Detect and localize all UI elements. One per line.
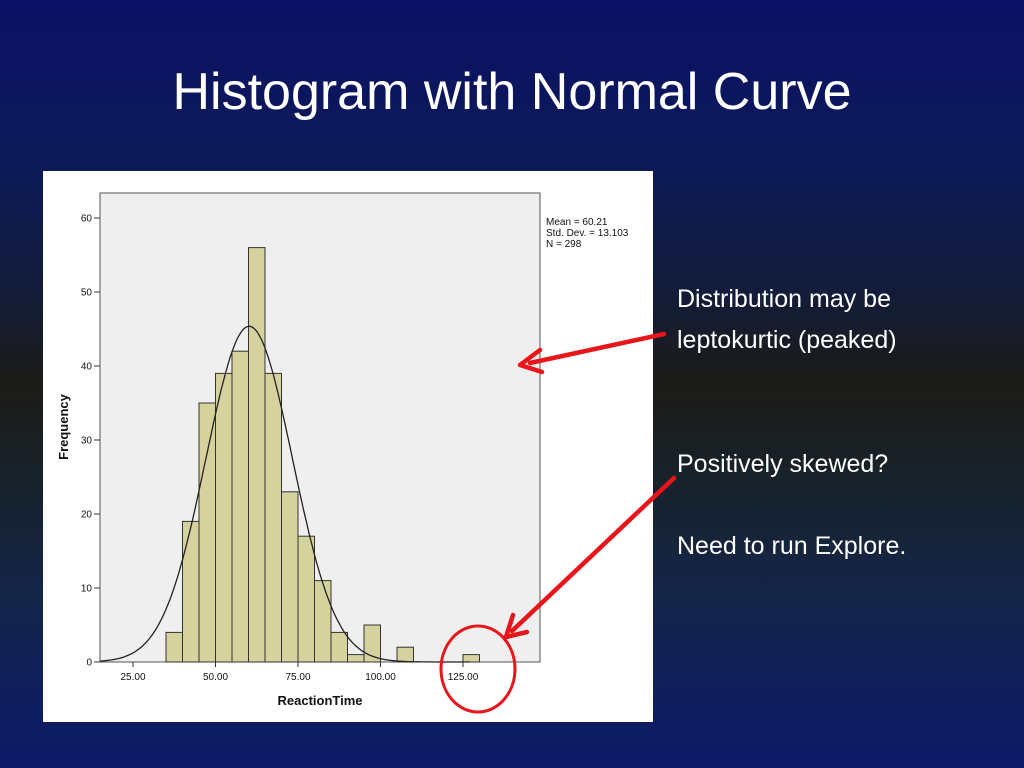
y-tick-label: 10: [81, 584, 93, 595]
y-axis: 0 10 20 30 40 50 60: [81, 214, 100, 669]
histogram-bar: [198, 402, 216, 663]
histogram-bar: [215, 372, 233, 663]
histogram-bar: [182, 520, 200, 663]
y-tick-label: 40: [81, 362, 93, 373]
x-tick-label: 25.00: [120, 672, 145, 683]
note-line-explore: Need to run Explore.: [677, 532, 907, 560]
note-line-distribution: Distribution may be: [677, 285, 891, 313]
note-peaked: Distribution may be leptokurtic (peaked): [677, 279, 897, 361]
stat-mean: Mean = 60.21: [546, 217, 608, 228]
histogram-bar: [462, 654, 480, 663]
histogram-bar: [330, 631, 348, 663]
note-line-skewed: Positively skewed?: [677, 450, 889, 478]
histogram-bar: [297, 535, 315, 663]
y-axis-label: Frequency: [56, 393, 71, 460]
histogram-bar: [231, 350, 249, 663]
note-explore: Need to run Explore.: [677, 526, 906, 567]
histogram-bar: [314, 580, 332, 663]
x-axis-label: ReactionTime: [277, 693, 362, 708]
histogram-svg: 0 10 20 30 40 50 60 25.00 50.00 75.00 100.00 125.0…: [56, 192, 629, 708]
stat-sd: Std. Dev. = 13.103: [546, 228, 629, 239]
slide-title: Histogram with Normal Curve: [172, 63, 852, 121]
y-tick-label: 0: [86, 658, 92, 669]
histogram-bar: [264, 372, 282, 663]
histogram-bar: [165, 631, 183, 663]
y-tick-label: 60: [81, 214, 93, 225]
normal-curve: [99, 325, 470, 663]
histogram-chart: 0 10 20 30 40 50 60 25.00 50.00 75.00 100.00 125.0…: [43, 171, 653, 722]
y-tick-label: 30: [81, 436, 93, 447]
histogram-bar: [248, 247, 266, 663]
histogram-bar: [396, 646, 414, 663]
x-tick-label: 100.00: [365, 672, 396, 683]
histogram-bar: [281, 491, 299, 663]
x-tick-label: 75.00: [285, 672, 310, 683]
y-tick-label: 50: [81, 288, 93, 299]
histogram-bar: [363, 624, 381, 663]
y-tick-label: 20: [81, 510, 93, 521]
stat-n: N = 298: [546, 239, 582, 250]
note-line-leptokurtic: leptokurtic (peaked): [677, 326, 897, 354]
x-tick-label: 125.00: [448, 672, 479, 683]
note-skewed: Positively skewed?: [677, 444, 888, 485]
histogram-bar: [347, 654, 365, 663]
x-axis: 25.00 50.00 75.00 100.00 125.00: [120, 662, 479, 683]
x-tick-label: 50.00: [203, 672, 228, 683]
bars-group: [165, 247, 480, 663]
